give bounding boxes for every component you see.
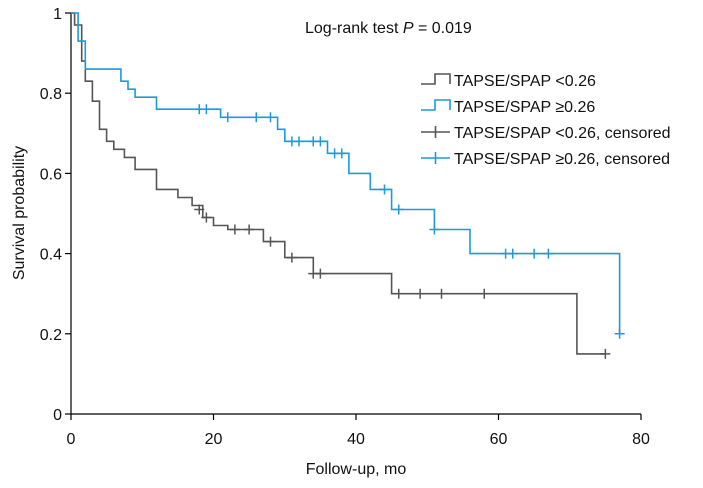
censor-mark-low-ratio xyxy=(265,236,276,247)
censor-mark-low-ratio xyxy=(229,224,240,235)
x-tick-label: 80 xyxy=(632,431,650,448)
y-tick-label: 0.8 xyxy=(40,86,62,103)
censor-mark-high-ratio xyxy=(251,112,262,123)
censor-mark-low-ratio xyxy=(600,348,611,359)
legend-label: TAPSE/SPAP <0.26, censored xyxy=(454,125,671,142)
censor-mark-low-ratio xyxy=(315,268,326,279)
x-tick-label: 60 xyxy=(490,431,508,448)
censor-mark-low-ratio xyxy=(436,288,447,299)
legend: TAPSE/SPAP <0.26 TAPSE/SPAP ≥0.26 TAPSE/SP… xyxy=(421,73,671,168)
x-tick-label: 20 xyxy=(205,431,223,448)
y-ticks: 0 0.2 0.4 0.6 0.8 1 xyxy=(40,6,71,424)
survival-curve-low-ratio xyxy=(71,12,606,355)
x-tick-label: 0 xyxy=(67,431,76,448)
y-tick-label: 0.6 xyxy=(40,166,62,183)
survival-curves xyxy=(71,12,621,355)
censor-mark-high-ratio xyxy=(336,148,347,159)
censor-mark-high-ratio xyxy=(294,136,304,147)
censor-mark-low-ratio xyxy=(194,204,205,215)
y-tick-label: 0.2 xyxy=(40,327,62,344)
legend-step-swatch xyxy=(421,99,451,111)
censor-mark-high-ratio xyxy=(315,136,326,147)
censor-mark-high-ratio xyxy=(507,248,518,259)
censor-mark-low-ratio xyxy=(201,212,212,223)
survival-curve-high-ratio xyxy=(71,12,621,334)
censor-mark-high-ratio xyxy=(614,328,625,339)
censor-mark-high-ratio xyxy=(222,112,233,123)
censor-mark-low-ratio xyxy=(393,288,404,299)
censor-mark-low-ratio xyxy=(286,252,297,263)
legend-label: TAPSE/SPAP ≥0.26 xyxy=(454,99,595,116)
censor-mark-low-ratio xyxy=(244,224,255,235)
y-axis-title: Survival probability xyxy=(11,146,28,280)
censor-mark-high-ratio xyxy=(379,184,390,195)
legend-item: TAPSE/SPAP ≥0.26 xyxy=(421,99,595,116)
y-tick-label: 1 xyxy=(53,6,62,23)
y-tick-label: 0 xyxy=(53,407,62,424)
legend-label: TAPSE/SPAP <0.26 xyxy=(454,73,596,90)
x-axis-title: Follow-up, mo xyxy=(306,461,407,478)
legend-step-swatch xyxy=(421,73,451,85)
censor-mark-low-ratio xyxy=(415,288,426,299)
censor-mark-high-ratio xyxy=(393,204,404,215)
censor-mark-high-ratio xyxy=(429,224,440,235)
censor-mark-high-ratio xyxy=(529,248,540,259)
log-rank-annotation: Log-rank test P = 0.019 xyxy=(305,20,472,37)
legend-item: TAPSE/SPAP ≥0.26, censored xyxy=(421,151,670,168)
censor-mark-high-ratio xyxy=(543,248,554,259)
censor-mark-high-ratio xyxy=(201,104,212,115)
legend-item: TAPSE/SPAP <0.26, censored xyxy=(421,125,671,142)
censor-mark-high-ratio xyxy=(265,112,276,123)
y-tick-label: 0.4 xyxy=(40,247,62,264)
x-tick-label: 40 xyxy=(347,431,365,448)
x-ticks: 0 20 40 60 80 xyxy=(67,414,650,448)
legend-label: TAPSE/SPAP ≥0.26, censored xyxy=(454,151,670,168)
censor-mark-low-ratio xyxy=(479,288,490,299)
censor-marks xyxy=(194,104,625,359)
legend-item: TAPSE/SPAP <0.26 xyxy=(421,73,596,90)
